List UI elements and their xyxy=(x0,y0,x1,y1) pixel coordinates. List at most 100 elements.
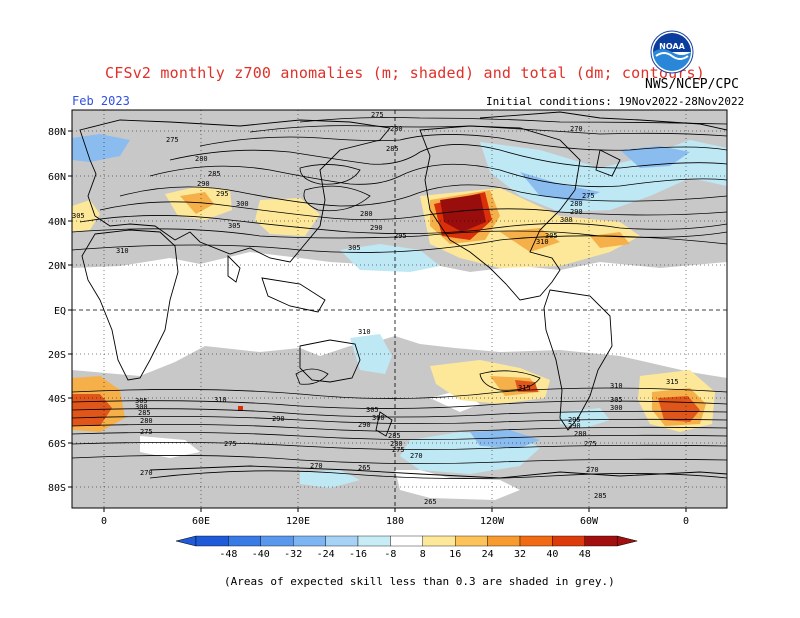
svg-text:290: 290 xyxy=(568,422,581,430)
colorbar-swatch xyxy=(195,535,229,547)
colorbar-tick-label: 32 xyxy=(514,549,526,560)
svg-text:40S: 40S xyxy=(48,394,66,405)
colorbar-swatch xyxy=(325,535,359,547)
svg-text:315: 315 xyxy=(518,384,531,392)
colorbar-arrow-left xyxy=(175,535,197,547)
svg-text:270: 270 xyxy=(140,469,153,477)
svg-text:300: 300 xyxy=(135,403,148,411)
svg-text:80N: 80N xyxy=(48,127,66,138)
svg-text:265: 265 xyxy=(358,464,371,472)
svg-text:280: 280 xyxy=(140,417,153,425)
colorbar-swatch xyxy=(552,535,586,547)
svg-text:40N: 40N xyxy=(48,217,66,228)
svg-text:285: 285 xyxy=(388,432,401,440)
coastlines xyxy=(79,111,727,479)
svg-text:285: 285 xyxy=(386,145,399,153)
svg-text:305: 305 xyxy=(135,397,148,405)
svg-text:80S: 80S xyxy=(48,483,66,494)
svg-text:270: 270 xyxy=(410,452,423,460)
svg-text:310: 310 xyxy=(116,247,129,255)
svg-text:300: 300 xyxy=(560,216,573,224)
svg-text:275: 275 xyxy=(584,440,597,448)
colorbar-tick-label: -8 xyxy=(384,549,396,560)
colorbar-swatch xyxy=(584,535,618,547)
svg-text:290: 290 xyxy=(272,415,285,423)
colorbar-arrow-right xyxy=(616,535,638,547)
svg-text:60S: 60S xyxy=(48,439,66,450)
colorbar-tick-label: -16 xyxy=(349,549,367,560)
svg-text:275: 275 xyxy=(392,446,405,454)
svg-text:305: 305 xyxy=(366,406,379,414)
svg-text:NOAA: NOAA xyxy=(659,42,685,51)
svg-text:295: 295 xyxy=(216,190,229,198)
svg-text:280: 280 xyxy=(390,440,403,448)
svg-text:120E: 120E xyxy=(286,516,310,527)
svg-text:285: 285 xyxy=(208,170,221,178)
svg-text:180: 180 xyxy=(386,516,404,527)
svg-text:305: 305 xyxy=(610,396,623,404)
svg-text:305: 305 xyxy=(545,232,558,240)
svg-text:0: 0 xyxy=(101,516,107,527)
svg-text:285: 285 xyxy=(594,492,607,500)
colorbar-swatch xyxy=(455,535,488,547)
axis-ticks xyxy=(68,130,687,512)
svg-text:0: 0 xyxy=(683,516,689,527)
height-contours xyxy=(72,117,727,479)
svg-text:280: 280 xyxy=(360,210,373,218)
footnote: (Areas of expected skill less than 0.3 a… xyxy=(224,575,615,588)
colorbar-tick-label: 8 xyxy=(420,549,426,560)
colorbar-tick-label: -32 xyxy=(284,549,302,560)
positive-anomalies xyxy=(72,186,715,432)
svg-text:265: 265 xyxy=(424,498,437,506)
svg-text:305: 305 xyxy=(228,222,241,230)
svg-text:270: 270 xyxy=(570,125,583,133)
svg-text:300: 300 xyxy=(610,404,623,412)
colorbar-tick-label: -48 xyxy=(219,549,237,560)
svg-text:310: 310 xyxy=(610,382,623,390)
svg-text:275: 275 xyxy=(140,428,153,436)
svg-text:270: 270 xyxy=(586,466,599,474)
map-frame xyxy=(71,109,728,509)
contour-labels: 275 280 285 290 295 300 305 305 310 275 … xyxy=(72,111,679,506)
svg-text:20S: 20S xyxy=(48,350,66,361)
chart-title: CFSv2 monthly z700 anomalies (m; shaded)… xyxy=(105,64,705,82)
svg-text:315: 315 xyxy=(666,378,679,386)
colorbar-tick-label: 16 xyxy=(449,549,461,560)
initial-conditions: Initial conditions: 19Nov2022-28Nov2022 xyxy=(486,95,745,108)
negative-anomalies xyxy=(72,134,727,488)
svg-text:305: 305 xyxy=(348,244,361,252)
svg-text:275: 275 xyxy=(224,440,237,448)
agency-label: NWS/NCEP/CPC xyxy=(645,77,739,92)
svg-text:120W: 120W xyxy=(480,516,505,527)
colorbar-tick-label: 48 xyxy=(579,549,591,560)
colorbar-swatch xyxy=(422,535,456,547)
colorbar-swatch xyxy=(487,535,521,547)
svg-text:60W: 60W xyxy=(580,516,599,527)
svg-text:300: 300 xyxy=(372,414,385,422)
svg-text:EQ: EQ xyxy=(54,306,66,317)
svg-text:275: 275 xyxy=(166,136,179,144)
colorbar-swatch xyxy=(293,535,326,547)
svg-text:285: 285 xyxy=(138,409,151,417)
latitude-labels: 80N 60N 40N 20N EQ 20S 40S 60S 80S xyxy=(48,127,66,494)
svg-text:275: 275 xyxy=(371,111,384,119)
colorbar-tick-label: -24 xyxy=(317,549,335,560)
svg-text:60N: 60N xyxy=(48,172,66,183)
svg-text:60E: 60E xyxy=(192,516,210,527)
svg-text:280: 280 xyxy=(195,155,208,163)
svg-text:310: 310 xyxy=(358,328,371,336)
colorbar-tick-label: -40 xyxy=(252,549,270,560)
svg-text:280: 280 xyxy=(570,200,583,208)
colorbar-swatch xyxy=(260,535,294,547)
svg-text:290: 290 xyxy=(197,180,210,188)
svg-text:295: 295 xyxy=(394,232,407,240)
noaa-logo: NOAA xyxy=(650,30,694,74)
svg-text:310: 310 xyxy=(214,396,227,404)
longitude-labels: 0 60E 120E 180 120W 60W 0 xyxy=(101,516,689,527)
svg-text:295: 295 xyxy=(568,416,581,424)
forecast-month: Feb 2023 xyxy=(72,94,130,108)
svg-text:300: 300 xyxy=(236,200,249,208)
colorbar: -48 -40 -32 -24 -16 -8 8 16 24 32 40 48 xyxy=(175,535,638,560)
svg-text:290: 290 xyxy=(358,421,371,429)
